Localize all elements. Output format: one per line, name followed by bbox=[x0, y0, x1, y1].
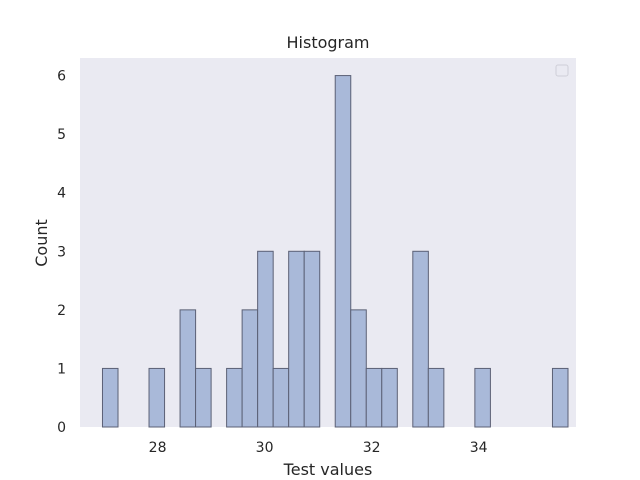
y-ticks: 0 1 2 3 4 5 6 bbox=[57, 69, 66, 436]
histogram-bar bbox=[257, 250, 274, 428]
histogram-bar bbox=[101, 367, 119, 428]
histogram-bar bbox=[350, 309, 367, 428]
histogram-bar bbox=[226, 367, 243, 428]
y-tick-label: 1 bbox=[57, 361, 66, 377]
y-tick-label: 3 bbox=[57, 244, 66, 260]
x-tick-label: 34 bbox=[470, 440, 488, 456]
y-axis-label: Count bbox=[32, 219, 51, 267]
histogram-bar bbox=[334, 75, 352, 428]
histogram-bar bbox=[381, 367, 398, 428]
y-tick-label: 5 bbox=[57, 127, 66, 143]
x-tick-label: 28 bbox=[149, 440, 167, 456]
histogram-bar bbox=[179, 309, 197, 428]
histogram-bar bbox=[551, 367, 569, 428]
histogram-bar bbox=[412, 250, 429, 428]
plot-area bbox=[80, 58, 576, 427]
legend-box bbox=[555, 64, 569, 77]
histogram-bar bbox=[288, 250, 305, 428]
histogram-bar bbox=[474, 367, 491, 428]
x-ticks: 28 30 32 34 bbox=[149, 440, 488, 456]
y-tick-label: 0 bbox=[57, 420, 66, 436]
chart-title: Histogram bbox=[287, 33, 370, 52]
histogram-bar bbox=[427, 367, 445, 428]
y-tick-label: 2 bbox=[57, 303, 66, 319]
histogram-bar bbox=[272, 367, 290, 428]
x-axis-label: Test values bbox=[283, 460, 373, 479]
x-tick-label: 30 bbox=[256, 440, 274, 456]
y-tick-label: 4 bbox=[57, 186, 66, 202]
histogram-bar bbox=[195, 367, 212, 428]
y-tick-label: 6 bbox=[57, 69, 66, 85]
histogram-bar bbox=[148, 367, 166, 428]
histogram-bar bbox=[365, 367, 383, 428]
x-tick-label: 32 bbox=[363, 440, 381, 456]
histogram-bar bbox=[303, 250, 321, 428]
bars bbox=[101, 75, 569, 428]
histogram-bar bbox=[241, 309, 259, 428]
